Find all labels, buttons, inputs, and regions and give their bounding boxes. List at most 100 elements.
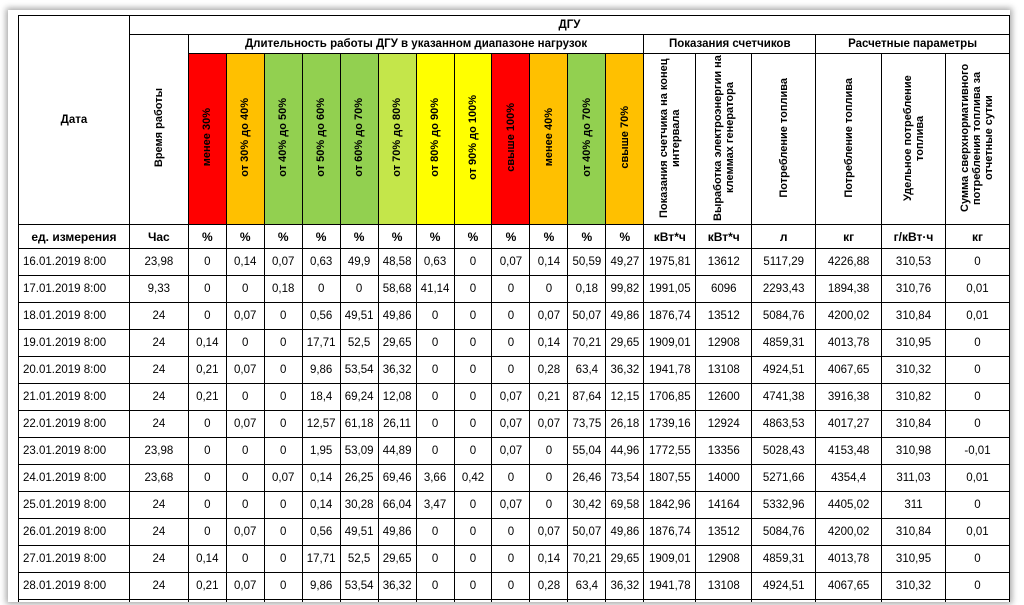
value-cell[interactable]: 0,14 xyxy=(187,545,227,573)
value-cell[interactable]: 0 xyxy=(263,572,303,600)
value-cell[interactable]: 48,58 xyxy=(377,248,417,276)
value-cell[interactable]: 0 xyxy=(453,383,493,411)
date-cell[interactable]: 21.01.2019 8:00 xyxy=(18,383,130,411)
value-cell[interactable]: 0,01 xyxy=(944,464,1010,492)
value-cell[interactable]: 41,14 xyxy=(415,275,455,303)
value-cell[interactable]: 53,09 xyxy=(339,437,379,465)
value-cell[interactable]: 0 xyxy=(491,275,531,303)
value-cell[interactable]: 49,51 xyxy=(339,302,379,330)
value-cell[interactable]: 0 xyxy=(301,275,341,303)
value-cell[interactable]: 24 xyxy=(128,356,189,384)
value-cell[interactable]: 0 xyxy=(415,410,455,438)
value-cell[interactable]: 23,98 xyxy=(128,599,189,602)
value-cell[interactable]: 12,15 xyxy=(605,383,645,411)
value-cell[interactable]: 0 xyxy=(415,383,455,411)
value-cell[interactable]: 311 xyxy=(881,491,946,519)
value-cell[interactable]: 4354,4 xyxy=(815,464,883,492)
value-cell[interactable]: 23,98 xyxy=(128,437,189,465)
value-cell[interactable]: 24 xyxy=(128,518,189,546)
value-cell[interactable]: 1975,81 xyxy=(643,248,697,276)
value-cell[interactable]: 4200,02 xyxy=(815,302,883,330)
value-cell[interactable]: 1975,81 xyxy=(643,599,697,602)
value-cell[interactable]: 0,07 xyxy=(263,248,303,276)
value-cell[interactable]: 0,14 xyxy=(187,329,227,357)
date-cell[interactable]: 23.01.2019 8:00 xyxy=(18,437,130,465)
value-cell[interactable]: 1772,55 xyxy=(643,437,697,465)
value-cell[interactable]: 69,46 xyxy=(377,464,417,492)
value-cell[interactable]: 17,71 xyxy=(301,329,341,357)
value-cell[interactable]: 310,98 xyxy=(881,437,946,465)
value-cell[interactable]: 0 xyxy=(187,248,227,276)
value-cell[interactable]: 99,82 xyxy=(605,275,645,303)
value-cell[interactable]: 0,14 xyxy=(529,248,569,276)
value-cell[interactable]: 0 xyxy=(225,329,265,357)
value-cell[interactable]: 0,18 xyxy=(567,275,607,303)
value-cell[interactable]: 4924,51 xyxy=(751,356,817,384)
value-cell[interactable]: 0 xyxy=(944,572,1010,600)
value-cell[interactable]: 24 xyxy=(128,410,189,438)
value-cell[interactable]: 0 xyxy=(415,545,455,573)
value-cell[interactable]: 5271,66 xyxy=(751,464,817,492)
value-cell[interactable]: 0 xyxy=(529,437,569,465)
value-cell[interactable]: 0 xyxy=(187,275,227,303)
value-cell[interactable]: 63,4 xyxy=(567,572,607,600)
value-cell[interactable]: 0,63 xyxy=(415,599,455,602)
value-cell[interactable]: 0,21 xyxy=(187,383,227,411)
value-cell[interactable]: 0 xyxy=(263,437,303,465)
value-cell[interactable]: 0 xyxy=(453,248,493,276)
value-cell[interactable]: 52,5 xyxy=(339,545,379,573)
value-cell[interactable]: 24 xyxy=(128,383,189,411)
value-cell[interactable]: 12924 xyxy=(695,410,753,438)
value-cell[interactable]: 4405,02 xyxy=(815,491,883,519)
value-cell[interactable]: 4924,51 xyxy=(751,572,817,600)
value-cell[interactable]: 4859,31 xyxy=(751,329,817,357)
value-cell[interactable]: 0 xyxy=(529,275,569,303)
value-cell[interactable]: 1909,01 xyxy=(643,545,697,573)
value-cell[interactable]: 44,89 xyxy=(377,437,417,465)
value-cell[interactable]: 0 xyxy=(453,275,493,303)
value-cell[interactable]: 24 xyxy=(128,302,189,330)
value-cell[interactable]: 0 xyxy=(453,518,493,546)
value-cell[interactable]: 48,58 xyxy=(377,599,417,602)
value-cell[interactable]: 0 xyxy=(491,572,531,600)
value-cell[interactable]: 49,86 xyxy=(377,518,417,546)
value-cell[interactable]: 0,07 xyxy=(263,599,303,602)
value-cell[interactable]: 0 xyxy=(453,302,493,330)
value-cell[interactable]: 0,07 xyxy=(225,302,265,330)
value-cell[interactable]: 0 xyxy=(415,302,455,330)
value-cell[interactable]: 3,66 xyxy=(415,464,455,492)
value-cell[interactable]: 4200,02 xyxy=(815,518,883,546)
value-cell[interactable]: 2293,43 xyxy=(751,275,817,303)
date-cell[interactable]: 20.01.2019 8:00 xyxy=(18,356,130,384)
value-cell[interactable]: 0,07 xyxy=(225,572,265,600)
value-cell[interactable]: 4859,31 xyxy=(751,545,817,573)
value-cell[interactable]: 0,14 xyxy=(225,599,265,602)
value-cell[interactable]: 310,95 xyxy=(881,329,946,357)
value-cell[interactable]: 0,28 xyxy=(529,356,569,384)
value-cell[interactable]: 310,84 xyxy=(881,518,946,546)
value-cell[interactable]: 0 xyxy=(944,248,1010,276)
value-cell[interactable]: 0 xyxy=(263,383,303,411)
value-cell[interactable]: 0,07 xyxy=(225,356,265,384)
value-cell[interactable]: 0 xyxy=(529,491,569,519)
value-cell[interactable]: 0 xyxy=(263,518,303,546)
value-cell[interactable]: 26,11 xyxy=(377,410,417,438)
date-cell[interactable]: 24.01.2019 8:00 xyxy=(18,464,130,492)
value-cell[interactable]: 0 xyxy=(453,329,493,357)
value-cell[interactable]: 4017,27 xyxy=(815,410,883,438)
value-cell[interactable]: 0,14 xyxy=(529,599,569,602)
value-cell[interactable]: 26,46 xyxy=(567,464,607,492)
value-cell[interactable]: 310,53 xyxy=(881,599,946,602)
value-cell[interactable]: 0,07 xyxy=(491,383,531,411)
value-cell[interactable]: 4741,38 xyxy=(751,383,817,411)
value-cell[interactable]: 0 xyxy=(187,518,227,546)
value-cell[interactable]: 0,01 xyxy=(944,302,1010,330)
value-cell[interactable]: 0 xyxy=(225,464,265,492)
value-cell[interactable]: 0 xyxy=(263,356,303,384)
value-cell[interactable]: 1739,16 xyxy=(643,410,697,438)
date-cell[interactable]: 29.01.2019 8:00 xyxy=(18,599,130,602)
value-cell[interactable]: 0 xyxy=(415,518,455,546)
value-cell[interactable]: 310,82 xyxy=(881,383,946,411)
date-cell[interactable]: 28.01.2019 8:00 xyxy=(18,572,130,600)
value-cell[interactable]: 53,54 xyxy=(339,356,379,384)
